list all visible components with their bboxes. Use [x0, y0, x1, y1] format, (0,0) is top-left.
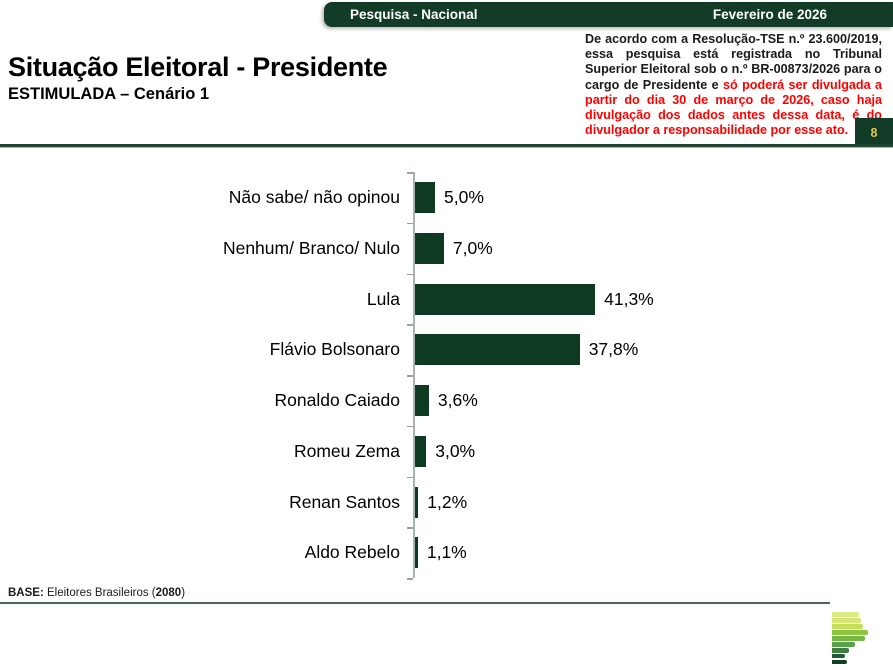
chart-row: Flávio Bolsonaro 37,8% [0, 324, 893, 375]
axis-tick [407, 425, 413, 428]
category-label: Flávio Bolsonaro [269, 339, 400, 360]
logo-stripe [832, 641, 855, 647]
chart-row: Lula 41,3% [0, 274, 893, 325]
category-label: Ronaldo Caiado [274, 390, 400, 410]
axis-tick [407, 172, 413, 174]
axis-tick [407, 273, 413, 275]
bar-chart: Não sabe/ não opinou 5,0% Nenhum/ Branco/ … [0, 172, 893, 580]
base-mid: Eleitores Brasileiros ( [43, 587, 156, 599]
logo-stripe [832, 617, 861, 623]
bar-2 [413, 232, 444, 264]
page-number: 8 [870, 125, 878, 140]
chart-row: Aldo Rebelo 1,1% [0, 527, 893, 578]
axis-tick [407, 375, 413, 377]
chart-row: Renan Santos 1,2% [0, 477, 893, 528]
base-count: 2080 [155, 587, 182, 599]
axis-tick [407, 324, 413, 326]
header-survey-label: Pesquisa - Nacional [350, 7, 478, 22]
tse-disclaimer: De acordo com a Resolução-TSE n.º 23.600… [585, 32, 882, 138]
bar-3 [413, 283, 596, 315]
chart-row: Não sabe/ não opinou 5,0% [0, 172, 893, 223]
logo-stripe [832, 629, 868, 635]
header-date-label: Fevereiro de 2026 [712, 7, 827, 22]
axis-tick [407, 578, 413, 580]
axis-tick [407, 527, 413, 529]
axis-tick [407, 222, 413, 225]
category-label: Lula [366, 288, 400, 309]
value-label: 41,3% [604, 288, 654, 309]
logo-stripe [832, 635, 865, 641]
title-block: Situação Eleitoral - Presidente ESTIMULA… [8, 52, 568, 104]
category-label: Aldo Rebelo [304, 542, 400, 563]
header-divider [0, 144, 893, 148]
page-subtitle: ESTIMULADA – Cenário 1 [8, 85, 210, 104]
logo-stripe [832, 647, 849, 653]
logo-stripe [832, 623, 863, 629]
category-label: Renan Santos [289, 491, 400, 512]
value-label: 3,0% [435, 440, 476, 461]
bar-4 [413, 334, 580, 366]
value-label: 1,2% [427, 491, 468, 512]
page-title: Situação Eleitoral - Presidente [8, 52, 388, 82]
disclaimer-red-text: só poderá ser divulgada a partir do dia … [585, 77, 883, 138]
value-label: 3,6% [437, 390, 478, 410]
y-axis-line [413, 172, 415, 578]
page-number-box: 8 [855, 118, 893, 147]
chart-row: Ronaldo Caiado 3,6% [0, 375, 893, 426]
category-label: Não sabe/ não opinou [228, 187, 400, 207]
chart-row: Romeu Zema 3,0% [0, 426, 893, 477]
logo-stripe [832, 612, 859, 617]
bar-1 [413, 182, 436, 213]
category-label: Romeu Zema [293, 440, 400, 461]
base-prefix: BASE: [8, 587, 44, 599]
disclaimer-black-text: De acordo com a Resolução-TSE n.º 23.600… [585, 32, 882, 92]
header-bar: Pesquisa - Nacional Fevereiro de 2026 [324, 2, 893, 27]
value-label: 7,0% [452, 237, 493, 258]
chart-row: Nenhum/ Branco/ Nulo 7,0% [0, 223, 893, 274]
value-label: 37,8% [588, 339, 639, 360]
bar-5 [413, 385, 429, 416]
green-stripes-brazil-logo [832, 612, 872, 668]
value-label: 1,1% [426, 542, 467, 563]
bar-7 [413, 486, 419, 518]
bar-6 [413, 435, 427, 467]
category-label: Nenhum/ Branco/ Nulo [222, 237, 400, 258]
logo-stripe [832, 653, 845, 659]
logo-stripe [832, 659, 847, 665]
axis-tick [407, 476, 413, 478]
footer-rule [0, 602, 830, 604]
bar-8 [413, 537, 418, 569]
value-label: 5,0% [444, 187, 484, 207]
base-suffix: ) [181, 587, 186, 599]
base-note: BASE: Eleitores Brasileiros (2080) [8, 587, 185, 599]
